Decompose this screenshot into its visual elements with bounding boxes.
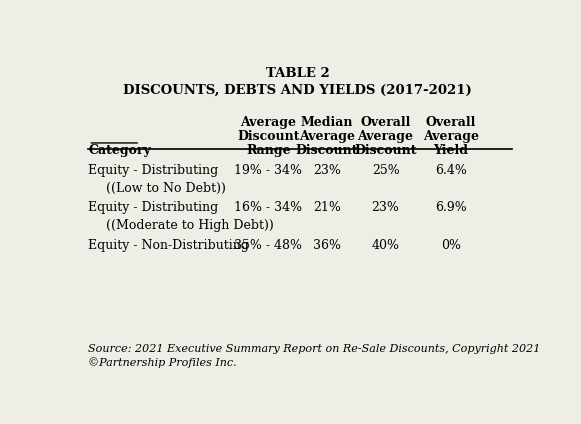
Text: 21%: 21% <box>313 201 341 214</box>
Text: Average: Average <box>357 130 414 143</box>
Text: Equity - Non-Distributing: Equity - Non-Distributing <box>88 239 249 251</box>
Text: 6.4%: 6.4% <box>435 164 467 176</box>
Text: Discount: Discount <box>354 144 417 157</box>
Text: 36%: 36% <box>313 239 341 251</box>
Text: DISCOUNTS, DEBTS AND YIELDS (2017-2021): DISCOUNTS, DEBTS AND YIELDS (2017-2021) <box>123 84 472 97</box>
Text: Equity - Distributing: Equity - Distributing <box>88 201 218 214</box>
Text: 40%: 40% <box>372 239 400 251</box>
Text: 6.9%: 6.9% <box>435 201 467 214</box>
Text: Discount: Discount <box>237 130 300 143</box>
Text: ((Low to No Debt)): ((Low to No Debt)) <box>106 181 226 195</box>
Text: Category: Category <box>88 144 151 157</box>
Text: Equity - Distributing: Equity - Distributing <box>88 164 218 176</box>
Text: Overall: Overall <box>426 116 476 129</box>
Text: 16% - 34%: 16% - 34% <box>234 201 303 214</box>
Text: 23%: 23% <box>313 164 341 176</box>
Text: 25%: 25% <box>372 164 400 176</box>
Text: 0%: 0% <box>441 239 461 251</box>
Text: Overall: Overall <box>360 116 411 129</box>
Text: TABLE 2: TABLE 2 <box>266 67 329 80</box>
Text: 23%: 23% <box>372 201 400 214</box>
Text: Range: Range <box>246 144 291 157</box>
Text: Median: Median <box>301 116 353 129</box>
Text: Average: Average <box>299 130 355 143</box>
Text: Average: Average <box>241 116 296 129</box>
Text: Yield: Yield <box>433 144 468 157</box>
Text: ((Moderate to High Debt)): ((Moderate to High Debt)) <box>106 219 274 232</box>
Text: ©Partnership Profiles Inc.: ©Partnership Profiles Inc. <box>88 357 237 368</box>
Text: 19% - 34%: 19% - 34% <box>235 164 303 176</box>
Text: Discount: Discount <box>296 144 358 157</box>
Text: Source: 2021 Executive Summary Report on Re-Sale Discounts, Copyright 2021: Source: 2021 Executive Summary Report on… <box>88 343 541 354</box>
Text: 35% - 48%: 35% - 48% <box>235 239 303 251</box>
Text: Average: Average <box>423 130 479 143</box>
